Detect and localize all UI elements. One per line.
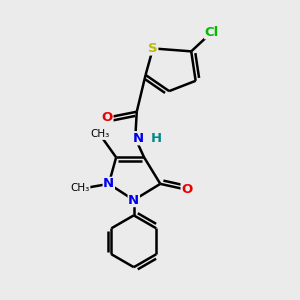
Text: H: H xyxy=(150,132,161,145)
Text: O: O xyxy=(181,183,192,196)
Text: CH₃: CH₃ xyxy=(90,129,110,140)
Text: N: N xyxy=(128,194,140,207)
Text: S: S xyxy=(148,42,158,55)
Text: N: N xyxy=(103,177,114,190)
Text: CH₃: CH₃ xyxy=(70,183,90,193)
Text: N: N xyxy=(133,132,144,145)
Text: Cl: Cl xyxy=(205,26,219,39)
Text: O: O xyxy=(102,111,113,124)
